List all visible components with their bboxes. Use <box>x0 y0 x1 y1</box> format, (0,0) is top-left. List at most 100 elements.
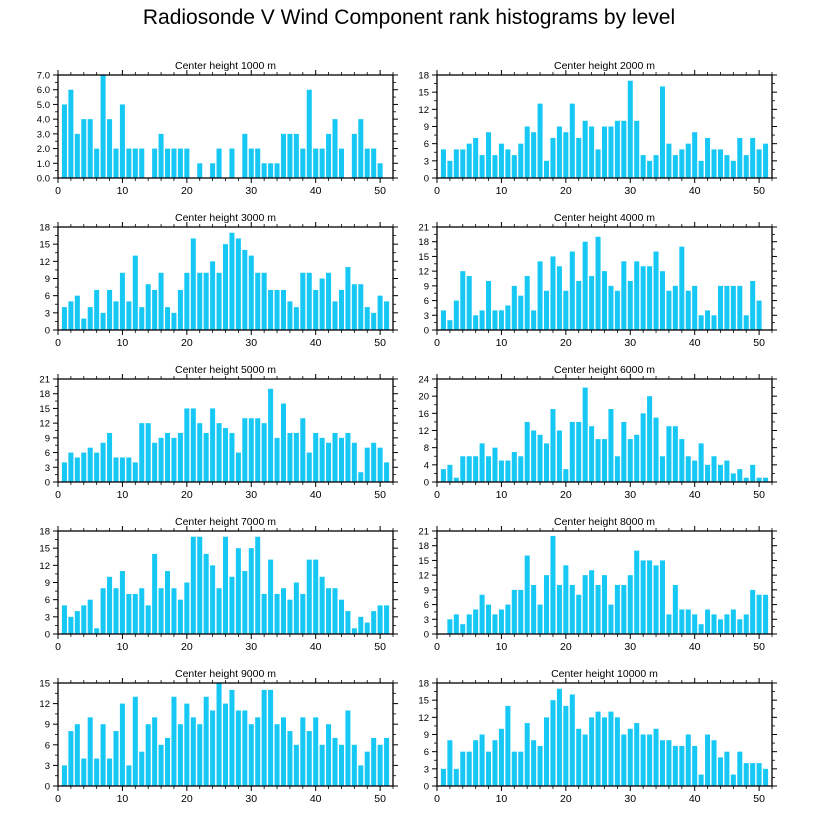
histogram-bar <box>486 604 492 634</box>
histogram-bar <box>293 133 299 178</box>
histogram-bar <box>717 619 723 634</box>
histogram-bar <box>440 768 446 786</box>
histogram-bar <box>210 565 216 634</box>
histogram-bar <box>486 751 492 786</box>
y-tick-label: 12 <box>418 571 429 582</box>
histogram-bar <box>473 740 479 786</box>
histogram-bar <box>556 688 562 786</box>
y-tick-label: 0 <box>45 478 50 489</box>
histogram-bar <box>377 605 383 634</box>
histogram-bar <box>479 310 485 330</box>
histogram-bar <box>634 550 640 634</box>
histogram-bar <box>126 148 132 178</box>
y-tick-label: 15 <box>39 679 50 690</box>
y-tick-label: 0 <box>424 478 429 489</box>
y-tick-label: 3 <box>45 761 50 772</box>
histogram-bar <box>524 276 530 330</box>
histogram-bar <box>358 472 364 482</box>
histogram-bar <box>659 740 665 786</box>
x-tick-label: 0 <box>434 793 440 805</box>
histogram-bar <box>659 456 665 482</box>
x-tick-label: 0 <box>434 337 440 349</box>
histogram-bar <box>531 584 537 634</box>
histogram-bar <box>460 456 466 482</box>
histogram-bar <box>287 731 293 786</box>
y-tick-label: 9 <box>424 281 429 292</box>
histogram-bar <box>152 289 158 330</box>
histogram-bar <box>447 464 453 482</box>
histogram-bar <box>511 589 517 634</box>
histogram-bar <box>550 535 556 634</box>
histogram-bar <box>351 284 357 330</box>
histogram-bar <box>119 571 125 634</box>
histogram-bar <box>634 261 640 330</box>
histogram-bar <box>518 143 524 178</box>
histogram-bar <box>261 593 267 634</box>
histogram-bar <box>351 133 357 178</box>
y-tick-label: 15 <box>418 696 429 707</box>
histogram-bar <box>492 447 498 482</box>
x-tick-label: 20 <box>181 185 193 197</box>
histogram-bar <box>139 751 145 786</box>
x-tick-label: 30 <box>245 337 257 349</box>
histogram-bar <box>659 86 665 178</box>
histogram-bar <box>473 315 479 330</box>
x-tick-label: 0 <box>434 641 440 653</box>
histogram-bar <box>293 307 299 330</box>
histogram-bar <box>563 469 569 483</box>
y-tick-label: 6.0 <box>37 85 50 96</box>
histogram-bar <box>737 469 743 483</box>
x-tick-label: 20 <box>560 337 572 349</box>
histogram-bar <box>351 442 357 482</box>
histogram-bar <box>87 599 93 634</box>
histogram-bar <box>274 724 280 786</box>
histogram-bar <box>711 456 717 482</box>
histogram-bar <box>242 710 248 786</box>
histogram-bar <box>460 624 466 634</box>
chart-title: Center height 7000 m <box>175 516 276 528</box>
histogram-bar <box>74 295 80 330</box>
histogram-bar <box>486 132 492 178</box>
histogram-bar <box>621 734 627 786</box>
y-tick-label: 15 <box>418 88 429 99</box>
histogram-bar <box>255 717 261 786</box>
chart-panel: Center height 8000 m 0 10 20 30 40 50 0 3 6 9 12 15 1… <box>418 516 777 653</box>
histogram-bar <box>737 619 743 634</box>
histogram-bar <box>242 249 248 330</box>
histogram-bar <box>763 594 769 634</box>
histogram-bar <box>440 469 446 483</box>
histogram-bar <box>171 148 177 178</box>
x-tick-label: 10 <box>117 793 129 805</box>
histogram-bar <box>698 443 704 483</box>
histogram-bar <box>763 143 769 178</box>
histogram-bar <box>466 276 472 330</box>
histogram-bar <box>152 553 158 634</box>
histogram-bar <box>705 310 711 330</box>
histogram-bar <box>511 155 517 178</box>
histogram-bar <box>627 728 633 786</box>
histogram-bar <box>531 132 537 178</box>
histogram-bar <box>473 456 479 482</box>
histogram-bar <box>268 163 274 178</box>
y-tick-label: 6 <box>424 296 429 307</box>
histogram-bar <box>222 703 229 786</box>
histogram-bar <box>268 689 274 786</box>
histogram-bar <box>692 745 698 786</box>
y-tick-label: 12 <box>39 419 50 430</box>
histogram-bar <box>524 555 530 634</box>
y-tick-label: 21 <box>418 527 429 538</box>
histogram-bar <box>576 728 582 786</box>
histogram-bar <box>300 272 306 330</box>
histogram-bar <box>647 160 653 178</box>
histogram-bar <box>486 456 492 482</box>
histogram-bar <box>447 740 453 786</box>
histogram-bar <box>705 609 711 634</box>
histogram-bar <box>248 255 254 330</box>
histogram-bar <box>614 120 620 178</box>
histogram-bar <box>659 271 665 330</box>
histogram-bar <box>627 439 633 482</box>
histogram-bar <box>614 290 620 330</box>
histogram-bar <box>351 628 357 634</box>
histogram-bar <box>280 588 286 634</box>
histogram-bar <box>248 548 254 634</box>
